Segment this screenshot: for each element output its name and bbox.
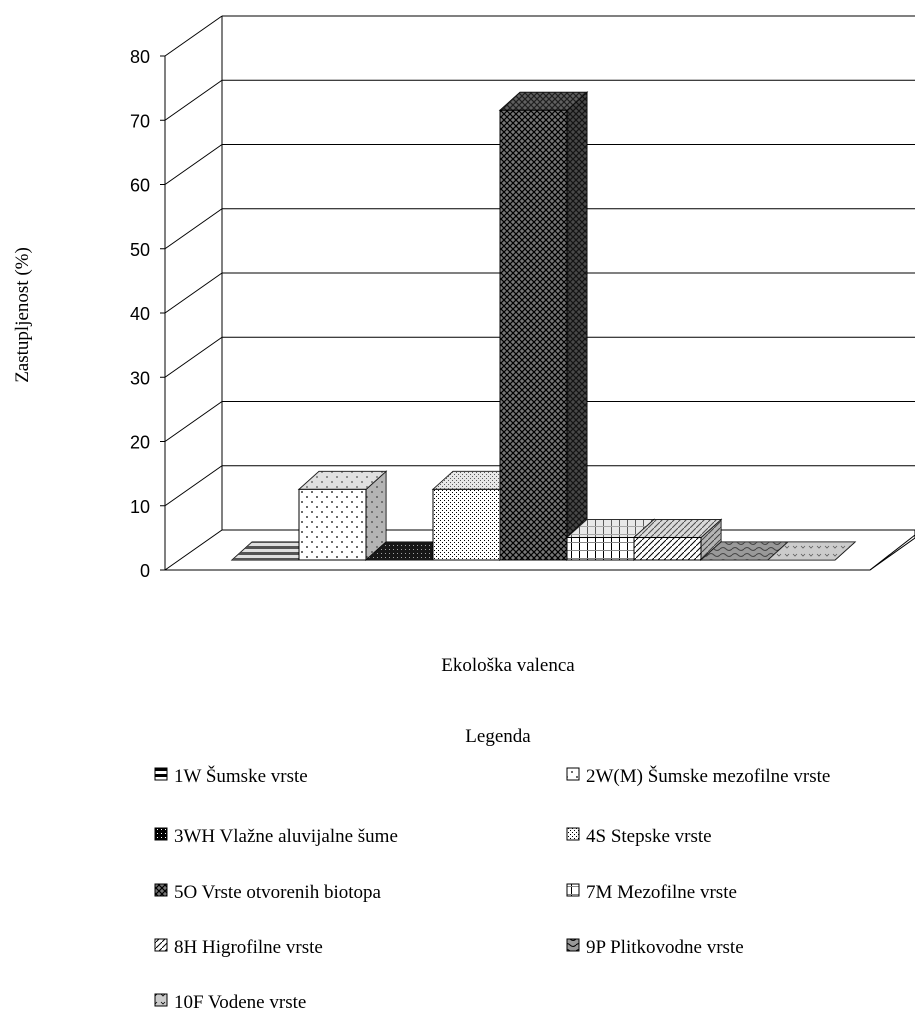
y-tick-label: 80: [130, 47, 150, 67]
bar-top-shade: [567, 519, 654, 538]
floor-right-edge: [869, 534, 915, 571]
legend-swatch: [154, 993, 168, 1007]
y-tick-label: 40: [130, 304, 150, 324]
legend-item: 9P Plitkovodne vrste: [566, 937, 744, 958]
y-axis-ticks: 0 10 20 30 40 50 60 70 80: [130, 47, 165, 581]
bar: [632, 518, 723, 562]
legend-label: 3WH Vlažne aluvijalne šume: [174, 826, 398, 847]
bar-top: [766, 541, 857, 561]
y-tick-label: 70: [130, 111, 150, 131]
bar-top-shade: [768, 542, 855, 560]
legend-swatch: [154, 883, 168, 897]
bar: [297, 470, 388, 562]
legend-item: 7M Mezofilne vrste: [566, 882, 737, 903]
legend-swatch: [566, 827, 580, 841]
legend-label: 8H Higrofilne vrste: [174, 937, 323, 958]
legend-item: 8H Higrofilne vrste: [154, 937, 323, 958]
gridline-side: [164, 79, 223, 121]
legend: 1W Šumske vrste 2W(M) Šumske mezofilne vr…: [154, 765, 830, 1013]
legend-item: 3WH Vlažne aluvijalne šume: [154, 826, 398, 847]
y-tick-label: 50: [130, 240, 150, 260]
bar-front: [298, 488, 367, 561]
bar-top-shade: [232, 542, 319, 560]
bar-top-shade: [366, 542, 453, 560]
y-tick-label: 20: [130, 433, 150, 453]
legend-item: 5O Vrste otvorenih biotopa: [154, 882, 382, 903]
y-tick-label: 10: [130, 497, 150, 517]
y-tick-label: 0: [140, 561, 150, 581]
bar-top-shade: [299, 471, 386, 490]
bar-front: [432, 488, 501, 561]
gridline-side: [164, 336, 223, 378]
legend-swatch: [154, 938, 168, 952]
legend-item: 4S Stepske vrste: [566, 826, 712, 847]
legend-label: 7M Mezofilne vrste: [586, 882, 737, 903]
legend-item: 10F Vodene vrste: [154, 992, 306, 1013]
bar-front: [633, 537, 702, 561]
legend-title: Legenda: [465, 726, 531, 747]
legend-item: 2W(M) Šumske mezofilne vrste: [566, 765, 830, 787]
bar-side-shade: [567, 92, 587, 560]
gridline-side: [164, 208, 223, 250]
bar: [766, 541, 857, 561]
legend-label: 2W(M) Šumske mezofilne vrste: [586, 765, 830, 787]
legend-label: 9P Plitkovodne vrste: [586, 937, 744, 958]
y-tick-label: 60: [130, 176, 150, 196]
legend-item: 1W Šumske vrste: [154, 765, 308, 787]
y-tick-label: 30: [130, 368, 150, 388]
legend-label: 10F Vodene vrste: [174, 992, 306, 1013]
bar-side-shade: [701, 519, 721, 560]
bar: [699, 541, 790, 561]
legend-swatch: [566, 938, 580, 952]
bar-front: [499, 109, 568, 561]
bar-front: [566, 537, 635, 561]
legend-swatch: [154, 827, 168, 841]
legend-label: 5O Vrste otvorenih biotopa: [174, 882, 382, 903]
legend-swatch: [566, 767, 580, 781]
legend-swatch: [154, 767, 168, 781]
gridline-side: [164, 15, 223, 57]
gridline-side: [164, 144, 223, 185]
bar-top-shade: [634, 519, 721, 538]
bar-side-shade: [366, 471, 386, 560]
bar-top-shade: [500, 92, 587, 111]
gridline-side: [164, 401, 223, 442]
legend-swatch: [566, 883, 580, 897]
gridline-side: [164, 465, 223, 507]
bar-top-shade: [701, 542, 788, 560]
legend-label: 1W Šumske vrste: [174, 765, 308, 787]
bar: [498, 91, 589, 562]
bars: [230, 91, 857, 562]
legend-label: 4S Stepske vrste: [586, 826, 712, 847]
bar-top-shade: [433, 471, 520, 490]
gridline-side: [164, 272, 223, 314]
y-axis-label: Zastupljenost (%): [12, 247, 33, 383]
x-axis-label: Ekološka valenca: [441, 655, 575, 676]
